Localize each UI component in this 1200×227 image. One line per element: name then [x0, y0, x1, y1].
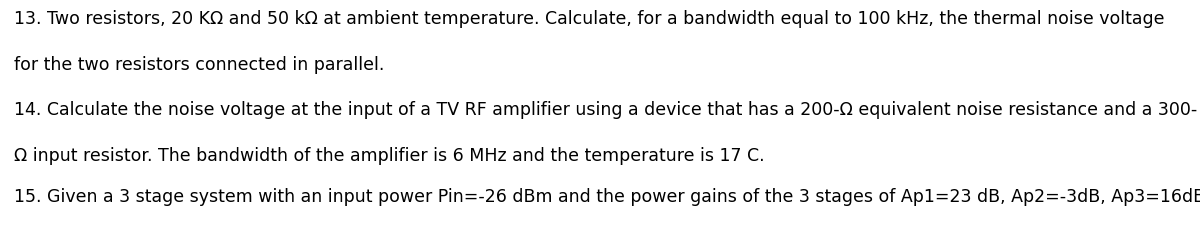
- Text: for the two resistors connected in parallel.: for the two resistors connected in paral…: [14, 56, 385, 74]
- Text: 14. Calculate the noise voltage at the input of a TV RF amplifier using a device: 14. Calculate the noise voltage at the i…: [14, 101, 1198, 119]
- Text: 15. Given a 3 stage system with an input power Pin=-26 dBm and the power gains o: 15. Given a 3 stage system with an input…: [14, 187, 1200, 205]
- Text: 13. Two resistors, 20 KΩ and 50 kΩ at ambient temperature. Calculate, for a band: 13. Two resistors, 20 KΩ and 50 kΩ at am…: [14, 10, 1165, 28]
- Text: Ω input resistor. The bandwidth of the amplifier is 6 MHz and the temperature is: Ω input resistor. The bandwidth of the a…: [14, 146, 766, 164]
